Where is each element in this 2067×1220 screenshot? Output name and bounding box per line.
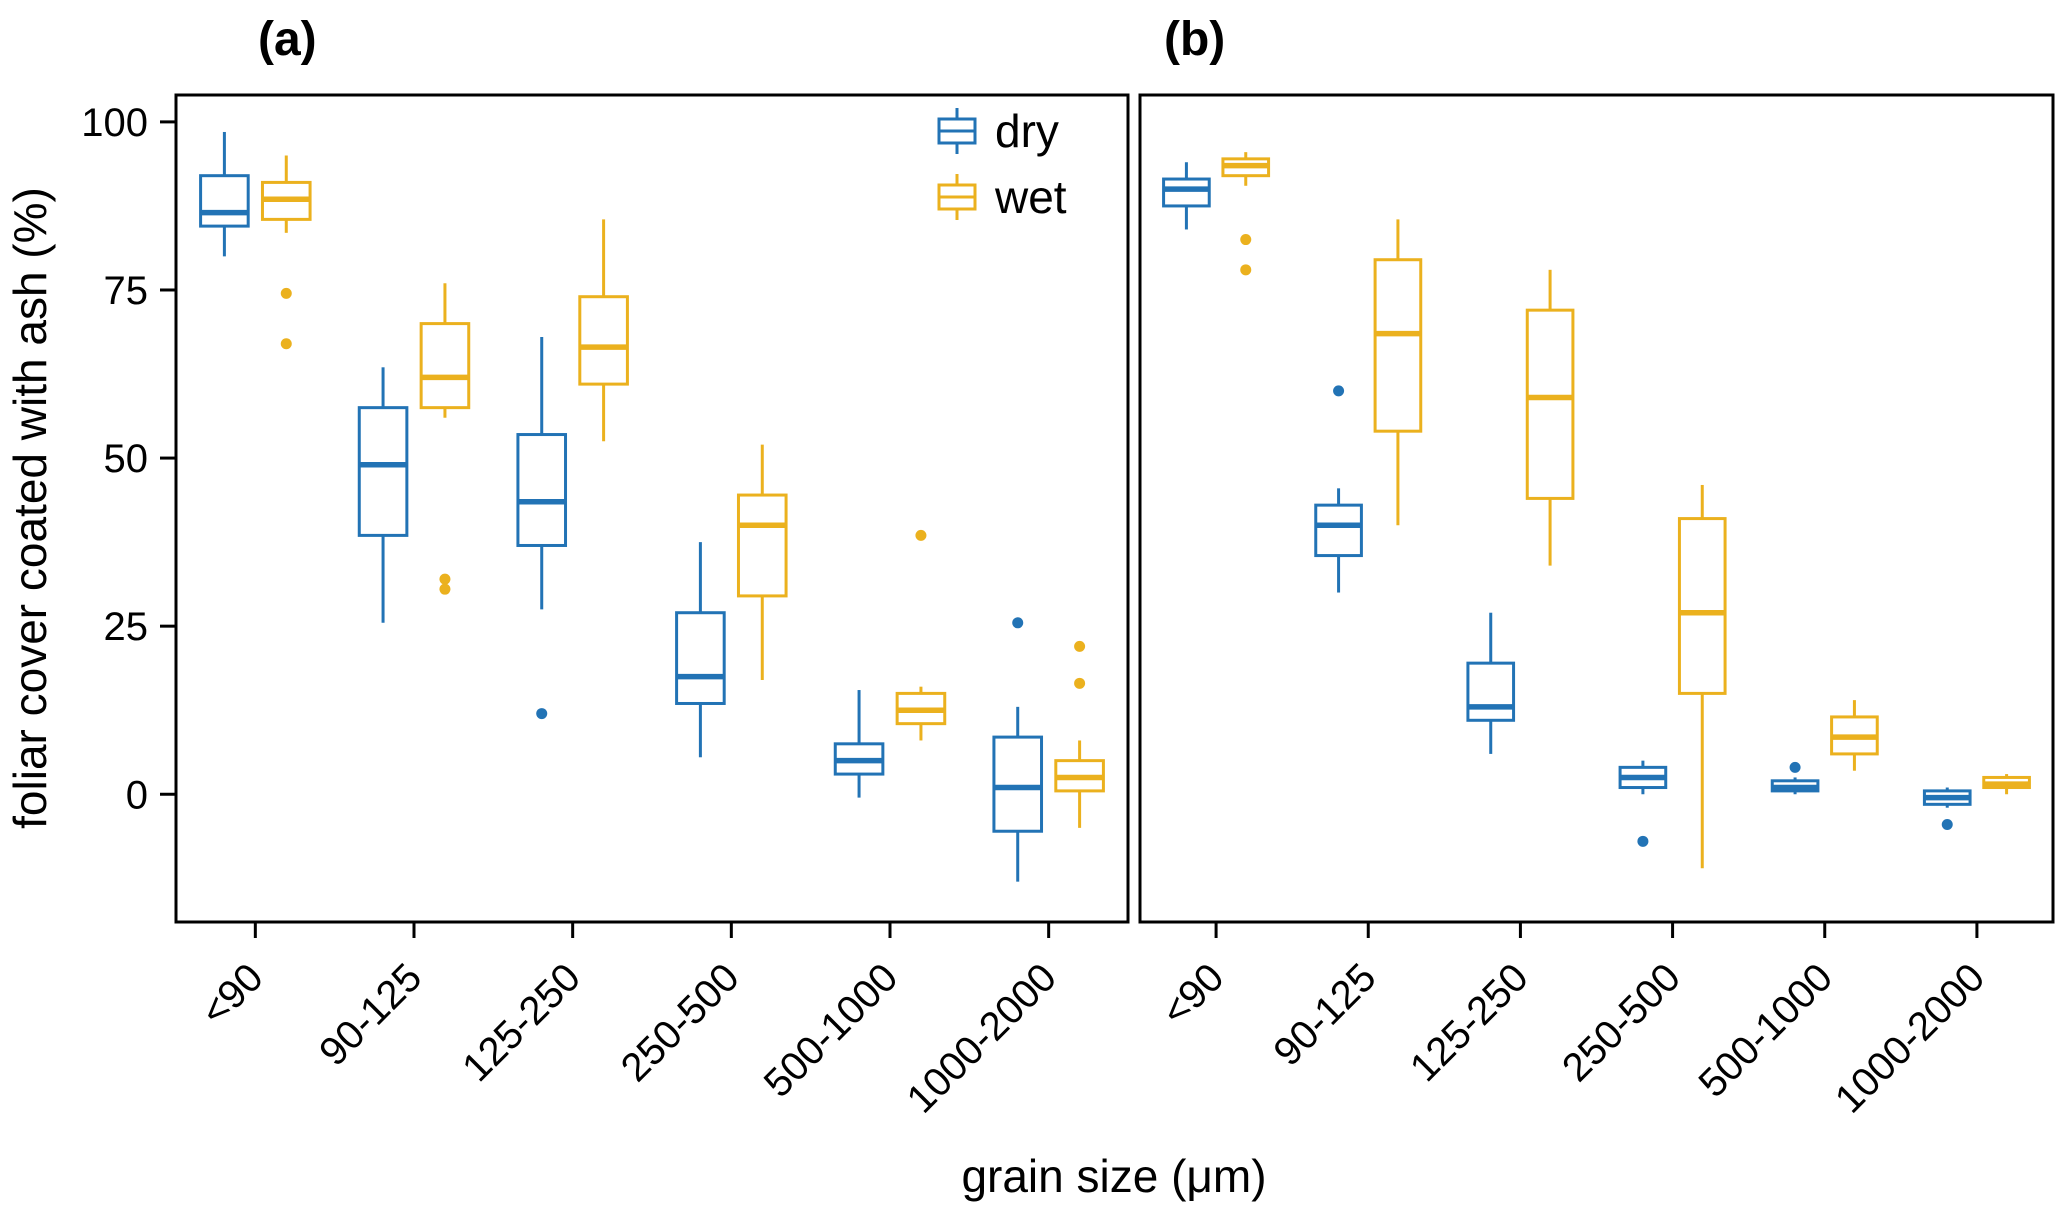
boxplot-wet-250-500	[1677, 484, 1727, 869]
x-tick-label: 500-1000	[756, 955, 907, 1106]
panel-a-plot: 0 25 50 75 100 <90 90-125 125-250 250-500 500-100…	[81, 93, 1130, 1122]
box-iqr	[357, 406, 409, 537]
box-iqr	[419, 322, 471, 410]
x-tick-label: 1000-2000	[899, 955, 1065, 1121]
boxplot-wet-500-1000	[1830, 700, 1879, 771]
outlier-point	[1074, 640, 1086, 652]
boxplot-dry-<90	[1162, 162, 1211, 230]
box-iqr	[1525, 308, 1575, 500]
boxplot-wet-1000-2000	[1054, 640, 1105, 828]
outlier-point	[1637, 835, 1649, 847]
outlier-point	[1012, 617, 1024, 629]
outlier-point	[439, 573, 451, 585]
boxplot-dry-500-1000	[833, 690, 885, 798]
box-iqr	[992, 735, 1044, 833]
outlier-point	[1240, 264, 1252, 276]
outlier-point	[439, 583, 451, 595]
panel-border	[174, 93, 1130, 924]
x-tick-label: 250-500	[1554, 955, 1689, 1090]
boxplot-wet-<90	[260, 155, 312, 350]
y-tick-label: 75	[104, 269, 149, 313]
x-tick-label: 90-125	[1265, 955, 1384, 1074]
boxplot-wet-250-500	[736, 444, 788, 680]
legend-item-dry: dry	[937, 105, 1059, 157]
box-iqr	[675, 611, 726, 705]
x-tick-label: 125-250	[454, 955, 589, 1090]
boxplot-dry-250-500	[1618, 760, 1668, 847]
box-iqr	[516, 433, 568, 547]
boxplot-wet-90-125	[419, 283, 471, 595]
boxplot-wet-<90	[1221, 152, 1271, 276]
panel-b-label: (b)	[1164, 13, 1225, 66]
legend-label-dry: dry	[995, 105, 1059, 157]
outlier-point	[1240, 234, 1252, 246]
boxplot-dry-90-125	[1314, 385, 1363, 593]
boxplot-dry-500-1000	[1770, 761, 1820, 795]
panel-a-label: (a)	[258, 13, 317, 66]
box-iqr	[1466, 661, 1516, 722]
panel-border	[1138, 93, 2055, 924]
x-tick-label: 250-500	[613, 955, 748, 1090]
x-tick-label: <90	[193, 955, 272, 1034]
boxplot-dry-90-125	[357, 367, 409, 623]
outlier-point	[915, 529, 927, 541]
box-iqr	[1314, 503, 1363, 558]
boxplot-wet-125-250	[578, 219, 629, 442]
outlier-point	[1789, 761, 1801, 773]
boxplot-dry-125-250	[1466, 612, 1516, 754]
boxplot-wet-90-125	[1373, 219, 1423, 526]
box-iqr	[199, 174, 250, 228]
y-tick-label: 0	[126, 773, 148, 817]
legend-label-wet: wet	[994, 171, 1067, 223]
box-iqr	[736, 493, 788, 598]
y-axis-title: foliar cover coated with ash (%)	[4, 187, 56, 829]
outlier-point	[280, 338, 292, 350]
y-tick-label: 25	[104, 605, 149, 649]
legend-item-wet: wet	[937, 171, 1067, 223]
boxplot-dry-1000-2000	[1922, 787, 1972, 831]
x-tick-label: 1000-2000	[1827, 955, 1993, 1121]
boxplot-dry-<90	[199, 131, 250, 257]
boxplot-wet-500-1000	[895, 529, 947, 741]
box-iqr	[1373, 258, 1423, 433]
outlier-point	[280, 287, 292, 299]
box-iqr	[1677, 517, 1727, 695]
legend-key-dry-boxplot-icon	[937, 108, 977, 154]
x-tick-label: 500-1000	[1690, 955, 1841, 1106]
boxplot-dry-125-250	[516, 337, 568, 720]
legend-key-wet-boxplot-icon	[937, 174, 977, 220]
outlier-point	[1941, 819, 1953, 831]
legend: dry wet	[937, 105, 1067, 223]
x-tick-label: <90	[1153, 955, 1232, 1034]
boxplot-wet-1000-2000	[1982, 774, 2031, 795]
x-axis-title: grain size (μm)	[961, 1150, 1266, 1202]
outlier-point	[536, 708, 548, 720]
y-tick-label: 100	[81, 101, 148, 145]
box-iqr	[578, 295, 629, 386]
outlier-point	[1333, 385, 1345, 397]
boxplot-dry-1000-2000	[992, 617, 1044, 882]
box-iqr	[1162, 177, 1211, 208]
outlier-point	[1074, 677, 1086, 689]
x-tick-label: 90-125	[311, 955, 430, 1074]
y-tick-label: 50	[104, 437, 149, 481]
x-tick-label: 125-250	[1402, 955, 1537, 1090]
boxplot-dry-250-500	[675, 542, 726, 758]
boxplot-wet-125-250	[1525, 269, 1575, 566]
